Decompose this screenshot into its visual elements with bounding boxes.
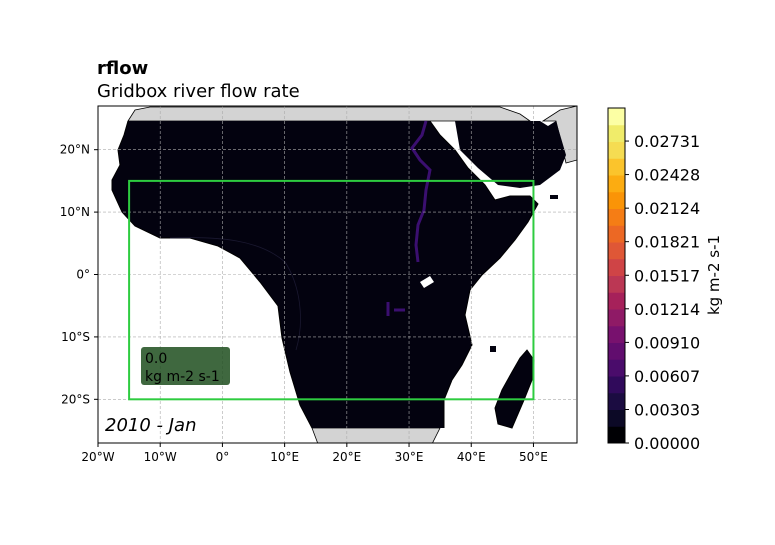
lake-victoria — [420, 276, 434, 288]
land-north — [127, 106, 532, 122]
x-tick-label: 20°E — [332, 450, 361, 464]
colorbar-tick-label: 0.01214 — [634, 300, 700, 319]
colorbar-band — [608, 426, 625, 444]
colorbar-tick-label: 0.00000 — [634, 434, 700, 453]
island-comoros — [490, 346, 496, 352]
colorbar-band — [608, 258, 625, 276]
y-tick-label: 10°S — [61, 330, 90, 344]
y-axis-ticks: 20°N 10°N 0° 10°S 20°S — [60, 143, 98, 406]
colorbar-tick-label: 0.01821 — [634, 233, 700, 252]
map-subtitle: Gridbox river flow rate — [97, 81, 300, 102]
x-axis-ticks: 20°W 10°W 0° 10°E 20°E 30°E 40°E 50°E — [81, 443, 548, 464]
x-tick-label: 10°E — [270, 450, 299, 464]
colorbar-band — [608, 309, 625, 327]
colorbar-label: kg m-2 s-1 — [705, 235, 723, 315]
x-tick-label: 50°E — [519, 450, 548, 464]
colorbar: 0.00000 0.00303 0.00607 0.00910 0.01214 0.015… — [607, 107, 723, 453]
map-axes: 0.0 kg m-2 s-1 2010 - Jan 20°W 10°W 0° 10°E… — [60, 105, 578, 464]
country-borders — [169, 237, 301, 351]
x-tick-label: 40°E — [457, 450, 486, 464]
colorbar-band — [608, 108, 625, 126]
colorbar-tick-label: 0.02731 — [634, 132, 700, 151]
y-tick-label: 10°N — [60, 205, 90, 219]
land-south — [311, 427, 441, 443]
colorbar-band — [608, 175, 625, 193]
colorbar-band — [608, 242, 625, 260]
region-box — [128, 179, 535, 401]
colorbar-band — [608, 141, 625, 159]
region-value-background — [141, 347, 230, 385]
x-tick-label: 20°W — [81, 450, 114, 464]
x-tick-label: 10°W — [144, 450, 177, 464]
time-stamp: 2010 - Jan — [105, 415, 197, 436]
colorbar-tick-label: 0.01517 — [634, 266, 700, 285]
colorbar-band — [608, 191, 625, 209]
region-units: kg m-2 s-1 — [145, 369, 220, 385]
colorbar-band — [608, 158, 625, 176]
colorbar-tick-label: 0.02428 — [634, 166, 700, 185]
flow-field-madagascar — [495, 350, 534, 428]
river-congo — [386, 302, 405, 316]
colorbar-band — [608, 292, 625, 310]
island-socotra — [550, 195, 558, 199]
colorbar-band — [608, 275, 625, 293]
colorbar-band — [608, 342, 625, 360]
y-tick-label: 20°S — [61, 392, 90, 406]
colorbar-band — [608, 409, 625, 427]
colorbar-tick-label: 0.00303 — [634, 401, 700, 420]
flow-field-ne — [455, 121, 566, 188]
y-tick-label: 0° — [76, 268, 90, 282]
colorbar-band — [608, 325, 625, 343]
colorbar-band — [608, 124, 625, 142]
region-value: 0.0 — [145, 351, 167, 367]
colorbar-band — [608, 392, 625, 410]
y-tick-label: 20°N — [60, 143, 90, 157]
colorbar-band — [608, 376, 625, 394]
colorbar-band — [608, 225, 625, 243]
colorbar-tick-label: 0.02124 — [634, 199, 700, 218]
colorbar-tick-label: 0.00607 — [634, 367, 700, 386]
colorbar-band — [608, 359, 625, 377]
x-tick-label: 0° — [216, 450, 230, 464]
colorbar-band — [608, 208, 625, 226]
colorbar-tick-label: 0.00910 — [634, 333, 700, 352]
map-title: rflow — [97, 58, 149, 79]
x-tick-label: 30°E — [395, 450, 424, 464]
